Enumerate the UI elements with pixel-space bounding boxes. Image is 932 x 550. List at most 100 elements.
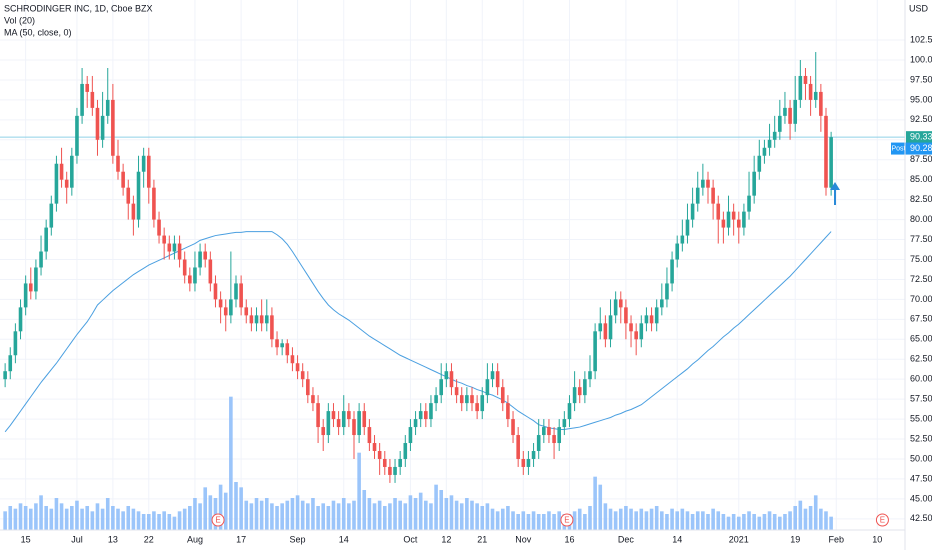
volume-bar xyxy=(152,511,156,530)
y-tick-label: 70.00 xyxy=(910,294,932,304)
volume-bar xyxy=(470,500,474,530)
volume-bar xyxy=(690,514,695,530)
volume-bar xyxy=(500,508,505,530)
x-tick-label: Sep xyxy=(290,534,306,544)
volume-bar xyxy=(28,508,33,530)
candle-body xyxy=(295,363,300,372)
volume-bar xyxy=(788,511,792,530)
volume-bar xyxy=(736,516,741,530)
y-tick-label: 67.50 xyxy=(910,314,932,324)
candle-body xyxy=(475,403,479,412)
y-tick-label: 55.00 xyxy=(910,413,932,423)
volume-bar xyxy=(229,396,233,530)
x-tick-label: 12 xyxy=(441,534,451,544)
volume-bar xyxy=(177,511,182,530)
volume-bar xyxy=(752,514,756,530)
candle-body xyxy=(716,203,721,220)
volume-bar xyxy=(285,500,290,530)
y-tick-label: 65.00 xyxy=(910,334,932,344)
candle-body xyxy=(275,339,279,348)
volume-bar xyxy=(649,508,654,530)
x-tick-label: 21 xyxy=(477,534,487,544)
y-tick-label: 72.50 xyxy=(910,274,932,284)
candle-body xyxy=(480,395,485,412)
volume-bar xyxy=(249,503,254,530)
last-price-badge xyxy=(906,131,932,144)
candle-body xyxy=(393,466,397,475)
y-tick-label: 45.00 xyxy=(910,493,932,503)
volume-bar xyxy=(239,487,243,530)
candle-body xyxy=(783,107,787,116)
candle-body xyxy=(680,235,685,244)
volume-bar xyxy=(547,511,551,530)
y-tick-label: 75.00 xyxy=(910,254,932,264)
candle-body xyxy=(136,171,141,220)
volume-bar xyxy=(393,498,397,530)
candle-body xyxy=(64,179,69,188)
x-tick-label: Jul xyxy=(71,534,83,544)
volume-bar xyxy=(223,492,228,530)
earnings-marker xyxy=(211,513,225,527)
volume-bar xyxy=(49,508,54,530)
volume-bar xyxy=(572,511,577,530)
candle-body xyxy=(105,99,110,116)
volume-bar xyxy=(454,500,459,530)
volume-bar xyxy=(778,516,782,530)
candle-body xyxy=(454,387,459,396)
volume-bar xyxy=(100,508,105,530)
volume-bar xyxy=(116,508,120,530)
volume-bar xyxy=(521,511,526,530)
candle-body xyxy=(711,187,715,204)
earnings-label: E xyxy=(215,516,220,525)
earnings-label: E xyxy=(564,516,569,525)
x-tick-label: Dec xyxy=(618,534,635,544)
candle-body xyxy=(424,411,428,420)
volume-bar xyxy=(64,508,69,530)
candle-body xyxy=(767,139,772,148)
volume-bar xyxy=(90,511,95,530)
volume-bar xyxy=(270,503,274,530)
volume-bar xyxy=(711,508,715,530)
candle-body xyxy=(203,251,208,260)
earnings-marker xyxy=(875,513,889,527)
candle-body xyxy=(665,283,669,300)
grid xyxy=(0,0,905,530)
volume-bar xyxy=(721,514,726,530)
candle-body xyxy=(18,307,23,332)
volume-bar xyxy=(762,514,767,530)
candle-body xyxy=(670,259,674,284)
volume-bar xyxy=(80,508,84,530)
candle-body xyxy=(229,299,233,316)
candle-body xyxy=(167,243,172,252)
volume-bar xyxy=(264,498,269,530)
volume-bar xyxy=(716,511,721,530)
post-price-label: 90.28 xyxy=(910,143,932,153)
candle-body xyxy=(285,343,290,356)
candle-body xyxy=(398,458,402,467)
candle-body xyxy=(223,307,228,316)
candle-body xyxy=(813,91,818,100)
volume-bar xyxy=(495,511,500,530)
axes: 42.50 45.00 47.50 50.00 52.50 55.00 57.50 60.00… xyxy=(21,34,932,544)
x-tick-label: 15 xyxy=(21,534,31,544)
candle-body xyxy=(547,427,551,436)
candle-body xyxy=(747,195,751,212)
volume-bar xyxy=(95,503,100,530)
volume-bar xyxy=(670,508,674,530)
volume-bar xyxy=(213,498,218,530)
y-tick-label: 52.50 xyxy=(910,433,932,443)
candle-body xyxy=(208,259,213,284)
volume-bar xyxy=(85,506,90,530)
candle-body xyxy=(629,323,633,332)
candle-body xyxy=(362,411,367,428)
candle-body xyxy=(685,219,690,236)
candle-body xyxy=(3,371,7,380)
volume-bar xyxy=(418,492,423,530)
candle-body xyxy=(90,91,95,108)
candle-body xyxy=(193,267,197,284)
candle-body xyxy=(306,379,310,396)
post-price-badge xyxy=(906,142,932,155)
volume-bar xyxy=(157,514,161,530)
candle-body xyxy=(121,171,125,188)
volume-bar xyxy=(13,508,18,530)
